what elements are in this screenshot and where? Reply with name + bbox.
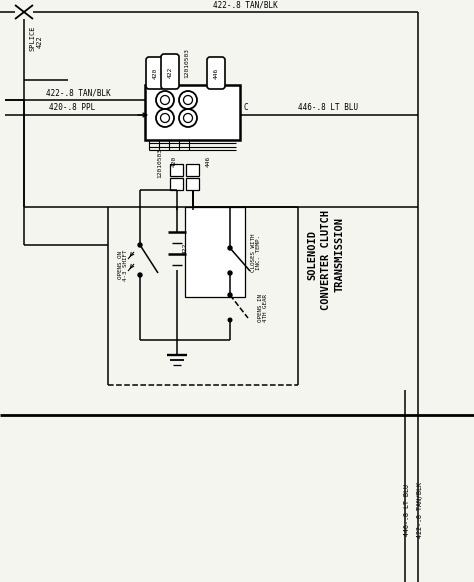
Circle shape: [138, 273, 142, 277]
FancyBboxPatch shape: [146, 57, 164, 89]
Circle shape: [228, 246, 232, 250]
Text: 12010503: 12010503: [184, 48, 190, 78]
Circle shape: [161, 95, 170, 105]
Text: SOLENOID: SOLENOID: [307, 230, 317, 280]
Bar: [185, 207, 245, 297]
Circle shape: [156, 91, 174, 109]
Circle shape: [179, 109, 197, 127]
Bar: [170, 178, 183, 190]
Circle shape: [228, 293, 232, 297]
Text: 446: 446: [213, 68, 219, 79]
Circle shape: [161, 113, 170, 122]
Text: 446: 446: [206, 155, 210, 166]
Text: 422: 422: [167, 66, 173, 77]
Text: C: C: [244, 102, 248, 112]
Text: 420: 420: [153, 68, 157, 79]
Text: 446-.8 LT BLU: 446-.8 LT BLU: [404, 484, 410, 536]
Circle shape: [138, 243, 142, 247]
Circle shape: [183, 95, 192, 105]
Text: 420-.8 PPL: 420-.8 PPL: [49, 103, 95, 112]
Text: CONVERTER CLUTCH: CONVERTER CLUTCH: [321, 210, 331, 310]
Text: OPENS IN
4TH GEAR: OPENS IN 4TH GEAR: [257, 294, 268, 322]
Bar: [186, 164, 199, 176]
Text: 420: 420: [172, 155, 176, 166]
FancyBboxPatch shape: [161, 54, 179, 89]
Bar: [186, 178, 199, 190]
Text: SPLICE: SPLICE: [30, 25, 36, 51]
Text: 422: 422: [37, 36, 43, 48]
Text: 422: 422: [182, 242, 188, 254]
Text: CLOSES WITH
INC. TEMP.: CLOSES WITH INC. TEMP.: [251, 234, 261, 272]
Text: OPENS ON
4-3 SHIFT: OPENS ON 4-3 SHIFT: [118, 249, 128, 281]
Text: 422-.8 TAN/BLK: 422-.8 TAN/BLK: [46, 88, 110, 97]
FancyBboxPatch shape: [207, 57, 225, 89]
Circle shape: [156, 109, 174, 127]
Circle shape: [183, 113, 192, 122]
Text: 422-.8 TAN/BLK: 422-.8 TAN/BLK: [417, 482, 423, 538]
Text: 422-.8 TAN/BLK: 422-.8 TAN/BLK: [213, 0, 277, 9]
Text: TRANSMISSION: TRANSMISSION: [335, 218, 345, 293]
Circle shape: [179, 91, 197, 109]
Bar: [170, 164, 183, 176]
Bar: [145, 85, 240, 140]
Text: 12010503: 12010503: [157, 148, 163, 178]
Circle shape: [228, 318, 232, 322]
Text: 446-.8 LT BLU: 446-.8 LT BLU: [298, 103, 358, 112]
Circle shape: [228, 271, 232, 275]
